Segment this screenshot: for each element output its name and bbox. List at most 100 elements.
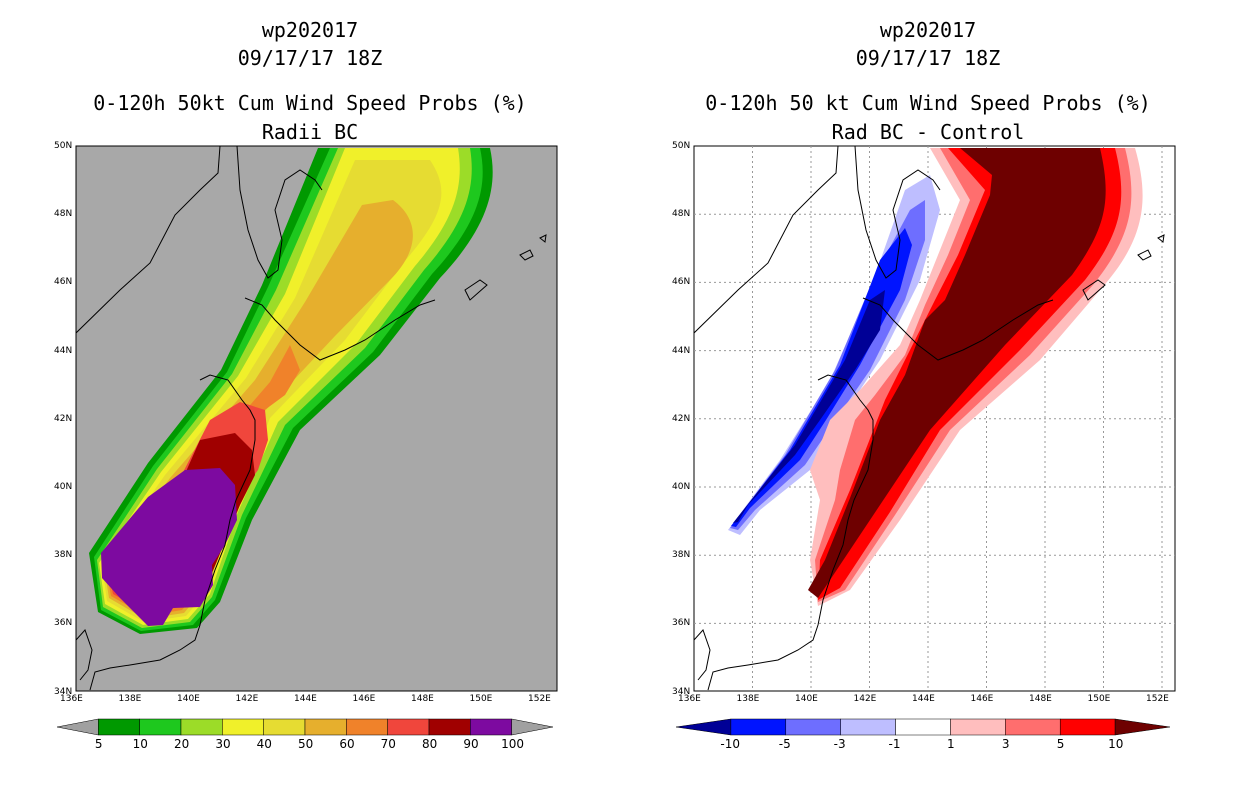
right-lat-label-36N: 36N [672, 618, 691, 629]
left-colorbar-label: 20 [174, 737, 190, 751]
left-coast-honshu [89, 374, 256, 691]
left-colorbar-label: 80 [422, 737, 438, 751]
right-colorbar-swatch [895, 718, 951, 736]
right-colorbar-label: -1 [888, 737, 901, 751]
right-coastlines [694, 146, 1165, 691]
right-colorbar-swatch [1114, 718, 1171, 736]
left-colorbar-swatch [428, 718, 471, 736]
right-lon-label-150E: 150E [1087, 694, 1111, 704]
right-coast-asia [694, 146, 839, 334]
right-lon-label-136E: 136E [678, 694, 701, 704]
left-colorbar-label: 30 [215, 737, 231, 751]
right-lat-label-40N: 40N [672, 482, 691, 492]
right-lat-label-44N: 44N [672, 345, 691, 356]
right-coast-honshu [707, 374, 874, 691]
right-colorbar-swatch [1005, 718, 1061, 736]
right-title-product: 0-120h 50 kt Cum Wind Speed Probs (%) [705, 91, 1151, 115]
left-title-storm: wp202017 [261, 18, 359, 42]
right-colorbar [675, 718, 1171, 736]
left-lat-label-34N: 34N [54, 686, 73, 697]
left-lat-label-46N: 46N [54, 277, 73, 288]
right-pos-10 [808, 148, 1106, 598]
left-title-product: 0-120h 50kt Cum Wind Speed Probs (%) [93, 91, 527, 115]
left-colorbar-label: 90 [463, 737, 479, 751]
right-lat-label-48N: 48N [672, 209, 691, 220]
right-colorbar-swatch [675, 718, 732, 736]
left-lon-label-136E: 136E [60, 694, 83, 704]
left-colorbar-label: 100 [501, 737, 525, 751]
left-lon-label-142E: 142E [235, 694, 259, 704]
left-coast-islands [464, 234, 547, 301]
left-colorbar-swatch [98, 718, 140, 736]
right-colorbar-swatch [730, 718, 787, 736]
right-colorbar-label: -10 [720, 737, 740, 751]
right-lon-label-142E: 142E [853, 694, 877, 704]
left-colorbar-label: 60 [339, 737, 355, 751]
right-colorbar-swatch [785, 718, 841, 736]
right-lon-label-148E: 148E [1029, 694, 1052, 704]
right-lat-label-38N: 38N [672, 550, 691, 561]
left-colorbar-swatch [511, 718, 554, 736]
left-colorbar-swatch [222, 718, 264, 736]
left-colorbar-swatch [263, 718, 306, 736]
right-title-subtitle: Rad BC - Control [831, 120, 1025, 144]
left-colorbar-swatch [180, 718, 223, 736]
right-coast-sakhalin [854, 146, 941, 279]
left-lat-label-36N: 36N [54, 618, 73, 629]
left-colorbar-swatch [346, 718, 388, 736]
right-lon-label-144E: 144E [912, 694, 935, 704]
right-lon-label-146E: 146E [970, 694, 994, 704]
right-lon-label-152E: 152E [1146, 694, 1169, 704]
right-colorbar-swatch [840, 718, 896, 736]
left-lon-label-146E: 146E [352, 694, 376, 704]
left-colorbar-swatch [387, 718, 430, 736]
right-coast-korea [694, 629, 711, 681]
right-lat-label-46N: 46N [672, 277, 691, 288]
right-lat-label-42N: 42N [672, 413, 691, 424]
left-lon-label-150E: 150E [469, 694, 493, 704]
left-lat-label-44N: 44N [54, 345, 73, 356]
left-colorbar-swatch [470, 718, 512, 736]
left-lat-label-40N: 40N [54, 482, 73, 492]
left-map [75, 145, 558, 692]
left-band-100 [101, 468, 237, 626]
right-colorbar-swatch [950, 718, 1006, 736]
left-title-date: 09/17/17 18Z [237, 46, 383, 70]
left-colorbar-swatch [56, 718, 99, 736]
left-lon-label-140E: 140E [177, 694, 200, 704]
left-coast-korea [76, 629, 93, 681]
left-colorbar [56, 718, 554, 736]
right-difference-field [728, 148, 1143, 606]
left-coastlines [76, 146, 547, 691]
left-lat-label-42N: 42N [54, 413, 73, 424]
right-colorbar-label: 5 [1056, 737, 1065, 751]
right-colorbar-label: -5 [778, 737, 791, 751]
left-colorbar-label: 50 [298, 737, 314, 751]
left-lon-label-138E: 138E [118, 694, 142, 704]
right-neg-5 [731, 228, 912, 527]
right-title-date: 09/17/17 18Z [855, 46, 1001, 70]
left-coast-hokkaido [244, 297, 436, 361]
left-title-subtitle: Radii BC [261, 120, 359, 144]
right-lat-label-34N: 34N [672, 686, 691, 697]
right-lon-label-140E: 140E [795, 694, 818, 704]
left-colorbar-label: 10 [132, 737, 148, 751]
right-lat-label-50N: 50N [672, 141, 691, 151]
left-probability-swath [89, 148, 493, 634]
right-lon-label-138E: 138E [736, 694, 760, 704]
left-colorbar-swatch [139, 718, 182, 736]
left-lat-label-50N: 50N [54, 141, 73, 151]
right-neg-10 [733, 290, 885, 523]
right-title-storm: wp202017 [879, 18, 977, 42]
left-lon-label-144E: 144E [294, 694, 317, 704]
left-colorbar-label: 5 [94, 737, 103, 751]
left-coast-asia [76, 146, 221, 334]
left-colorbar-label: 40 [256, 737, 272, 751]
left-lon-label-148E: 148E [411, 694, 434, 704]
left-coast-sakhalin [236, 146, 323, 279]
left-colorbar-swatch [304, 718, 347, 736]
right-map [693, 145, 1176, 692]
right-coast-islands [1082, 234, 1165, 301]
left-colorbar-label: 70 [380, 737, 396, 751]
